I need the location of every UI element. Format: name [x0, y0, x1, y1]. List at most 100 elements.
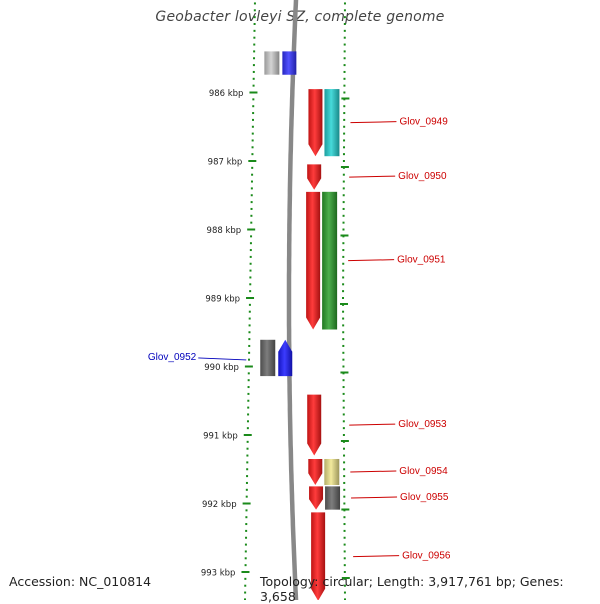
ruler-minor-tick [342, 310, 345, 313]
ruler-minor-tick [342, 427, 345, 430]
ruler-minor-tick [343, 468, 346, 471]
ruler-tick-label: 986 kbp [209, 89, 244, 99]
ruler-minor-tick [342, 317, 345, 320]
ruler-minor-tick [246, 461, 249, 464]
gene-label: Glov_0950 [398, 171, 447, 182]
ruler-minor-tick [246, 427, 249, 430]
ruler-minor-tick [342, 194, 345, 197]
ruler-minor-tick [249, 276, 252, 279]
ruler-minor-tick [342, 214, 345, 217]
ruler-minor-tick [253, 16, 256, 19]
ruler-minor-tick [247, 413, 250, 416]
ruler-minor-tick [253, 2, 256, 5]
ruler-minor-tick [248, 358, 251, 361]
ruler-minor-tick [343, 564, 346, 567]
ruler-minor-tick [244, 564, 247, 567]
genome-backbone [286, 0, 299, 600]
ruler-minor-tick [246, 420, 249, 423]
ruler-minor-tick [251, 139, 254, 142]
ruler-minor-tick [343, 146, 346, 149]
ruler-minor-tick [342, 283, 345, 286]
ruler-minor-tick [249, 290, 252, 293]
ruler-minor-tick [251, 146, 254, 149]
ruler-minor-tick [244, 584, 247, 587]
ruler-minor-tick [342, 269, 345, 272]
ruler-minor-tick [247, 399, 250, 402]
ruler-minor-tick [244, 557, 247, 560]
gene-feature-bar [324, 458, 340, 486]
ruler-minor-tick [343, 36, 346, 39]
ruler-minor-tick [244, 577, 247, 580]
ruler-minor-tick [343, 16, 346, 19]
ruler-minor-tick [342, 365, 345, 368]
ruler-minor-tick [343, 529, 346, 532]
ruler-minor-tick [247, 379, 250, 382]
gene-cds-arrow [307, 394, 322, 456]
ruler-minor-tick [248, 331, 251, 334]
ruler-minor-tick [246, 447, 249, 450]
ruler-tick-label: 991 kbp [203, 432, 238, 442]
ruler-minor-tick [342, 173, 345, 176]
ruler-minor-tick [343, 105, 346, 108]
ruler-minor-tick [252, 118, 255, 121]
ruler-minor-tick [249, 255, 252, 258]
ruler-minor-tick [343, 543, 346, 546]
ruler-minor-tick [343, 70, 346, 73]
gene-cds-arrow [278, 339, 293, 377]
ruler-minor-tick [343, 125, 346, 128]
ruler-minor-tick [343, 118, 346, 121]
ruler-minor-tick [342, 249, 345, 252]
gene-label: Glov_0954 [399, 466, 448, 477]
ruler-minor-tick [253, 23, 256, 25]
ruler-minor-tick [343, 57, 346, 60]
ruler-minor-tick [245, 529, 248, 532]
ruler-minor-tick [252, 105, 255, 108]
ruler-minor-tick [343, 536, 346, 539]
gene-label: Glov_0952 [148, 352, 197, 363]
ruler-minor-tick [245, 523, 248, 526]
genome-title: Geobacter lovleyi SZ, complete genome [155, 9, 445, 25]
ruler-minor-tick [342, 344, 345, 347]
ruler-minor-tick [342, 324, 345, 327]
ruler-minor-tick [247, 372, 250, 375]
ruler-minor-tick [249, 269, 252, 272]
ruler-minor-tick [342, 331, 345, 334]
ruler-minor-tick [342, 386, 345, 389]
ruler-minor-tick [245, 495, 248, 498]
gene-label-leader [349, 175, 396, 178]
ruler-minor-tick [253, 57, 256, 60]
ruler-minor-tick [251, 166, 254, 169]
ruler-minor-tick [342, 351, 345, 354]
ruler-minor-tick [343, 139, 346, 142]
ruler-minor-tick [343, 475, 346, 478]
ruler-minor-tick [252, 70, 255, 73]
ruler-minor-tick [250, 194, 253, 197]
ruler-minor-tick [248, 338, 251, 341]
ruler-minor-tick [250, 187, 253, 190]
accession-text: Accession: NC_010814 [9, 574, 152, 589]
ruler-minor-tick [342, 338, 345, 341]
ruler-minor-tick [342, 262, 345, 265]
ruler-minor-tick [343, 454, 346, 457]
ruler-minor-tick [253, 50, 256, 53]
ruler-minor-tick [246, 454, 249, 457]
ruler-minor-tick [342, 420, 345, 423]
ruler-minor-tick [248, 317, 251, 320]
gene-label: Glov_0953 [398, 419, 447, 430]
ruler-minor-tick [342, 406, 345, 409]
ruler-minor-tick [252, 112, 255, 115]
ruler-minor-tick [343, 43, 346, 46]
gene-feature-bar [260, 339, 276, 377]
ruler-minor-tick [247, 386, 250, 389]
gene-label-leader [353, 555, 400, 558]
ruler-minor-tick [343, 495, 346, 498]
ruler-minor-tick [253, 43, 256, 46]
ruler-minor-tick [342, 399, 345, 402]
ruler-minor-tick [343, 481, 346, 484]
ruler-minor-tick [250, 214, 253, 217]
ruler-minor-tick [343, 23, 346, 25]
ruler-minor-tick [343, 91, 346, 94]
ruler-minor-tick [250, 235, 253, 238]
ruler-tick-label: 990 kbp [204, 363, 239, 373]
